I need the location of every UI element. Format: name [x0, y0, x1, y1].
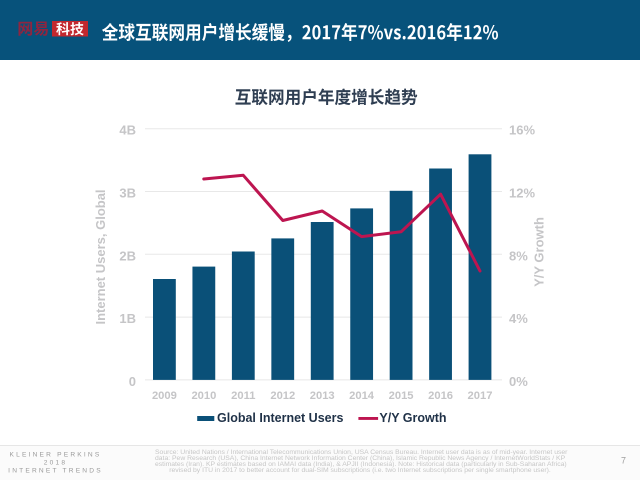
svg-text:KLEINER PERKINS: KLEINER PERKINS — [10, 452, 102, 459]
svg-text:2016: 2016 — [428, 390, 453, 402]
svg-text:Y/Y Growth: Y/Y Growth — [532, 217, 547, 287]
svg-text:16%: 16% — [509, 123, 535, 138]
svg-text:2B: 2B — [119, 248, 136, 263]
svg-text:8%: 8% — [509, 248, 528, 263]
svg-text:Y/Y Growth: Y/Y Growth — [379, 411, 446, 425]
svg-text:Global Internet Users: Global Internet Users — [217, 411, 343, 425]
svg-text:2011: 2011 — [231, 390, 255, 402]
svg-text:INTERNET TRENDS: INTERNET TRENDS — [8, 468, 103, 475]
svg-text:2014: 2014 — [349, 390, 375, 402]
svg-text:4B: 4B — [119, 123, 136, 138]
svg-text:4%: 4% — [509, 311, 528, 326]
svg-text:2009: 2009 — [152, 390, 177, 402]
svg-text:0: 0 — [129, 374, 136, 389]
svg-text:2012: 2012 — [270, 390, 295, 402]
svg-text:2017: 2017 — [468, 390, 493, 402]
svg-text:3B: 3B — [119, 186, 136, 201]
svg-text:2013: 2013 — [310, 390, 335, 402]
svg-text:2010: 2010 — [191, 390, 216, 402]
svg-text:7: 7 — [621, 456, 626, 466]
svg-text:0%: 0% — [509, 374, 528, 389]
svg-text:1B: 1B — [119, 311, 136, 326]
svg-text:Internet Users, Global: Internet Users, Global — [93, 189, 108, 324]
svg-text:2018: 2018 — [44, 460, 67, 467]
svg-text:2015: 2015 — [389, 390, 414, 402]
svg-text:12%: 12% — [509, 186, 535, 201]
